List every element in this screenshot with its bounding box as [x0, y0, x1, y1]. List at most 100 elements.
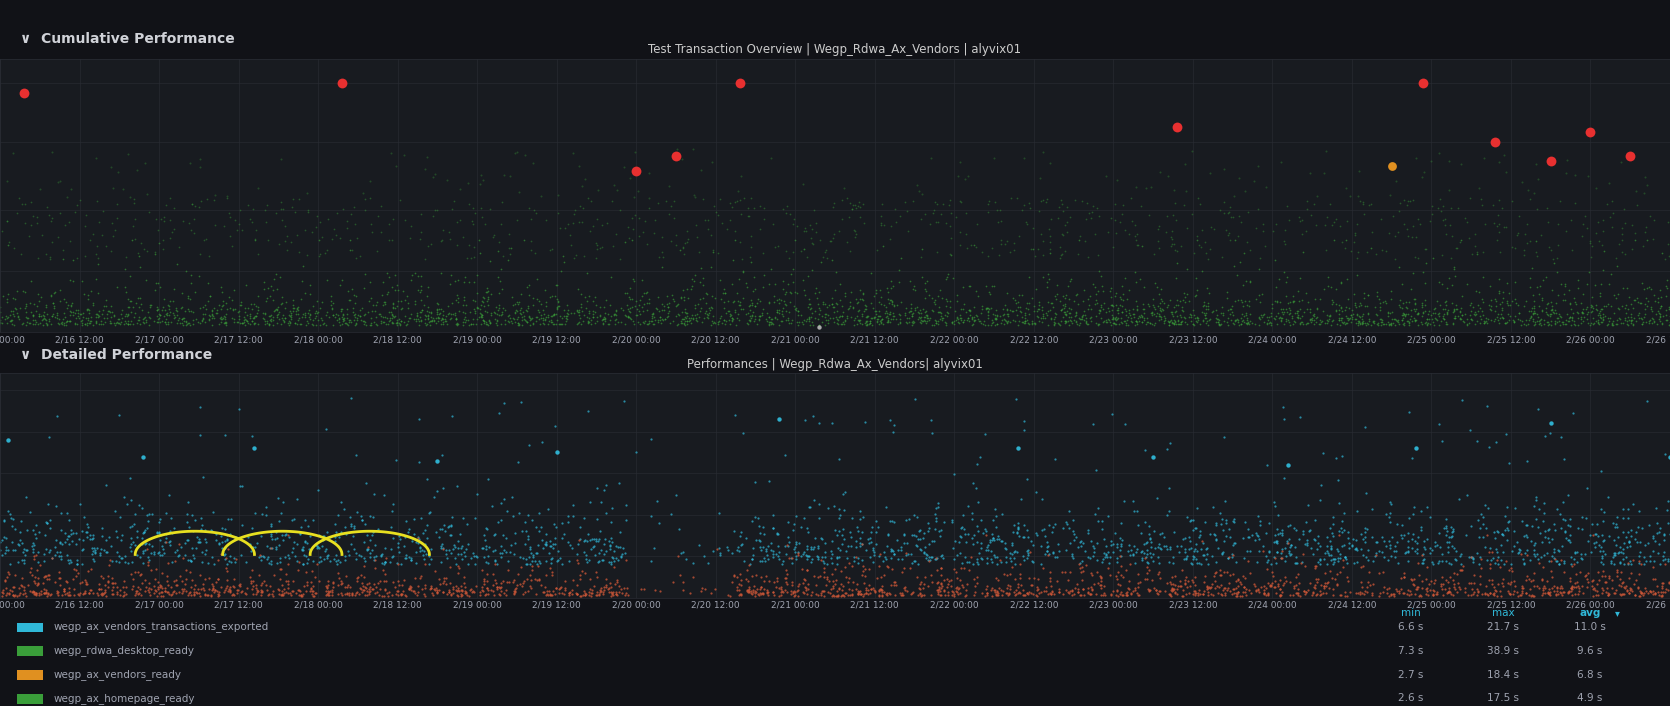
Point: [576, 307, 603, 318]
Point: [1528, 313, 1555, 325]
Point: [58, 556, 85, 567]
Point: [1376, 590, 1403, 602]
Point: [1334, 313, 1361, 324]
Point: [1461, 310, 1488, 321]
Text: ▾: ▾: [1615, 609, 1620, 618]
Point: [808, 316, 835, 328]
Point: [1563, 568, 1590, 580]
Point: [105, 317, 132, 328]
Point: [900, 586, 927, 597]
Point: [743, 297, 770, 309]
Point: [499, 586, 526, 597]
Point: [20, 575, 47, 587]
Point: [426, 313, 453, 324]
Point: [633, 318, 660, 330]
Point: [848, 309, 875, 320]
Point: [616, 282, 643, 294]
Point: [805, 512, 832, 523]
Point: [523, 316, 549, 327]
Point: [461, 208, 488, 219]
Point: [1211, 536, 1237, 547]
Point: [1642, 295, 1668, 306]
Point: [1099, 304, 1126, 315]
Point: [775, 312, 802, 323]
Point: [698, 303, 725, 314]
Point: [832, 315, 858, 326]
Point: [1122, 295, 1149, 306]
Point: [810, 555, 837, 566]
Point: [1326, 315, 1353, 326]
Point: [883, 299, 910, 310]
Point: [965, 558, 992, 569]
Point: [940, 587, 967, 598]
Point: [1321, 573, 1348, 584]
Point: [606, 478, 633, 489]
Point: [1540, 257, 1566, 268]
Point: [1354, 318, 1381, 329]
Point: [753, 316, 780, 327]
Point: [818, 418, 845, 429]
Point: [476, 317, 503, 328]
Point: [1015, 549, 1042, 561]
Point: [972, 524, 999, 535]
Point: [1264, 529, 1291, 540]
Point: [72, 527, 99, 538]
Point: [144, 527, 170, 538]
Point: [157, 214, 184, 225]
Point: [1652, 534, 1670, 545]
Point: [1149, 527, 1176, 539]
Point: [474, 575, 501, 587]
Point: [1461, 318, 1488, 329]
Point: [22, 305, 48, 316]
Point: [1091, 587, 1117, 599]
Point: [145, 517, 172, 528]
Point: [980, 585, 1007, 596]
Point: [977, 554, 1004, 565]
Point: [1642, 316, 1668, 328]
Point: [1269, 401, 1296, 412]
Point: [10, 88, 37, 99]
Point: [571, 535, 598, 546]
Point: [1655, 301, 1670, 313]
Point: [234, 582, 261, 593]
Point: [551, 304, 578, 316]
Point: [940, 316, 967, 327]
Point: [681, 190, 708, 201]
Point: [1074, 198, 1101, 209]
Point: [1468, 551, 1495, 563]
Point: [20, 585, 47, 597]
Point: [329, 315, 356, 326]
Point: [782, 546, 808, 558]
Point: [994, 315, 1020, 326]
Point: [1263, 553, 1289, 564]
Title: Performances | Wegp_Rdwa_Ax_Vendors| alyvix01: Performances | Wegp_Rdwa_Ax_Vendors| aly…: [686, 358, 984, 371]
Point: [102, 578, 129, 589]
Point: [1059, 585, 1086, 596]
Point: [1602, 534, 1628, 546]
Point: [1104, 304, 1131, 316]
Point: [1652, 253, 1670, 264]
Point: [3, 308, 30, 319]
Point: [1508, 515, 1535, 526]
Point: [493, 532, 519, 544]
Point: [230, 316, 257, 328]
Point: [1526, 503, 1553, 515]
Point: [1274, 201, 1301, 212]
Point: [70, 587, 97, 599]
Point: [1214, 207, 1241, 218]
Point: [384, 319, 411, 330]
Point: [1496, 310, 1523, 321]
Point: [1284, 307, 1311, 318]
Point: [1296, 304, 1323, 315]
Point: [110, 587, 137, 598]
Point: [1536, 524, 1563, 535]
Point: [974, 553, 1000, 564]
Point: [954, 314, 980, 325]
Point: [964, 311, 990, 322]
Point: [912, 571, 939, 582]
Point: [898, 558, 925, 569]
Point: [35, 570, 62, 581]
Point: [1490, 528, 1516, 539]
Point: [25, 311, 52, 322]
Point: [1012, 590, 1039, 601]
